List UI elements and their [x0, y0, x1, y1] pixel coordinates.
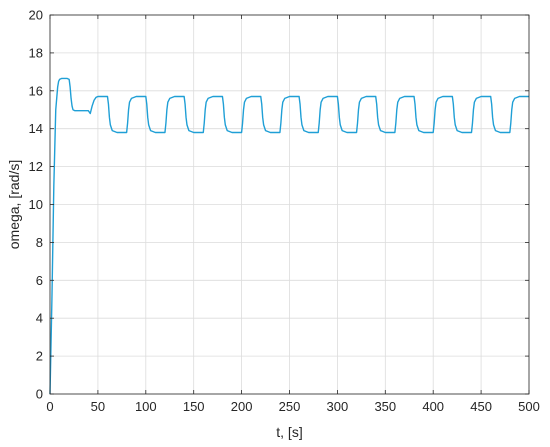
x-axis-label: t, [s] [276, 424, 302, 440]
x-tick-label: 500 [518, 399, 540, 414]
tick-marks [49, 14, 530, 395]
y-tick-label: 0 [36, 387, 43, 402]
x-tick-label: 200 [231, 399, 253, 414]
x-tick-label: 250 [279, 399, 301, 414]
x-tick-label: 300 [327, 399, 349, 414]
x-tick-label: 400 [422, 399, 444, 414]
x-tick-label: 100 [135, 399, 157, 414]
x-tick-label: 0 [46, 399, 53, 414]
y-tick-label: 14 [29, 121, 43, 136]
x-tick-label: 450 [470, 399, 492, 414]
y-tick-label: 10 [29, 197, 43, 212]
series-group [49, 77, 529, 395]
y-tick-label: 2 [36, 349, 43, 364]
x-tick-label: 50 [91, 399, 105, 414]
x-tick-labels: 0 50 100 150 200 250 300 350 400 450 500 [46, 399, 539, 414]
series-line [49, 77, 529, 395]
y-tick-label: 8 [36, 235, 43, 250]
y-tick-label: 20 [29, 8, 43, 23]
x-tick-label: 350 [374, 399, 396, 414]
y-tick-label: 6 [36, 273, 43, 288]
y-tick-label: 4 [36, 311, 43, 326]
y-axis-label: omega, [rad/s] [6, 160, 22, 250]
y-tick-label: 16 [29, 83, 43, 98]
y-tick-label: 12 [29, 159, 43, 174]
x-tick-label: 150 [183, 399, 205, 414]
y-tick-labels: 0 2 4 6 8 10 12 14 16 18 20 [29, 8, 43, 402]
y-tick-label: 18 [29, 45, 43, 60]
